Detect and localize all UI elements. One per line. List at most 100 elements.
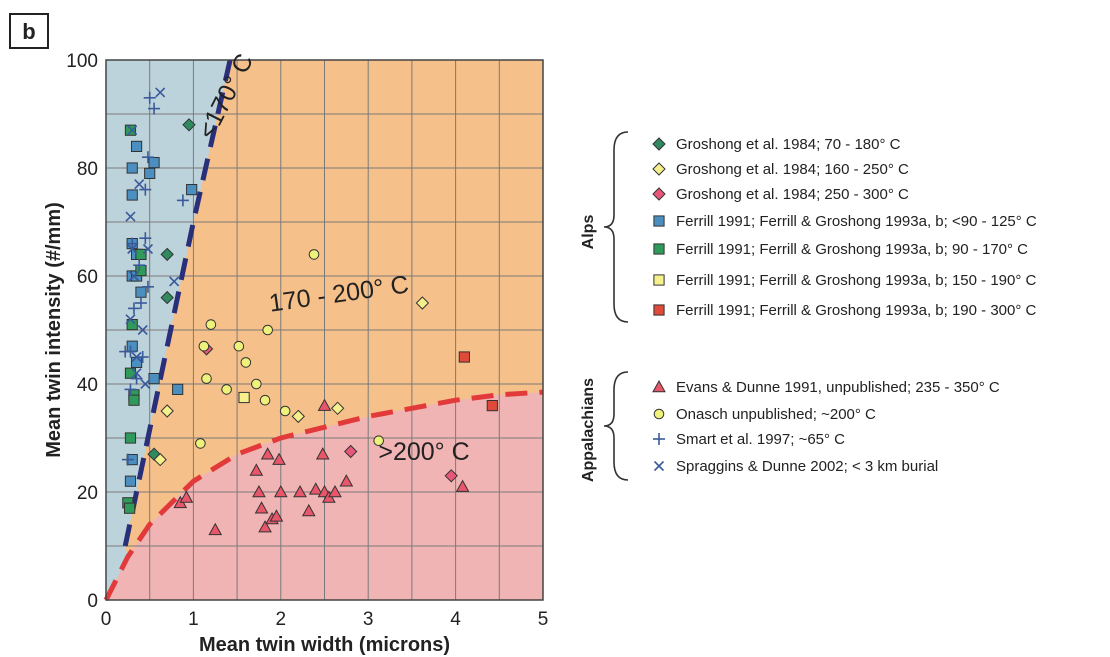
data-point [258,520,272,533]
data-point [291,409,305,424]
data-point [126,237,139,250]
data-point [140,378,151,390]
data-point [135,248,147,261]
legend-label: Ferrill 1991; Ferrill & Groshong 1993a, … [676,302,1037,319]
data-point [252,484,266,498]
legend-marker-icon [653,215,665,227]
x-tick-label: 4 [450,609,461,630]
legend-entry: Groshong et al. 1984; 160 - 250° C [652,161,909,178]
x-tick-label: 2 [276,609,287,630]
data-point [169,276,180,287]
data-point [131,368,142,379]
data-point [141,280,154,293]
data-point [148,373,160,385]
legend-entry: Ferrill 1991; Ferrill & Groshong 1993a, … [653,302,1037,319]
y-tick-label: 0 [87,591,98,612]
series-10 [119,91,189,466]
alps-brace [603,131,629,323]
data-point [251,378,262,390]
data-point [148,157,160,169]
legend-entry: Evans & Dunne 1991, unpublished; 235 - 3… [652,379,1000,396]
data-point [128,394,140,406]
legend-label: Ferrill 1991; Ferrill & Groshong 1993a, … [676,241,1028,258]
legend-entry: Spraggins & Dunne 2002; < 3 km burial [653,458,938,475]
data-point [139,183,152,196]
appalachians-brace [603,371,629,481]
data-point [308,482,323,495]
data-point [144,167,156,180]
data-point [134,297,147,309]
plot-frame [105,59,544,601]
series-11 [125,87,180,390]
region-label-above-200: >200° C [378,438,469,466]
data-point [153,452,167,467]
data-point [344,444,358,459]
y-tick-label: 60 [77,267,98,288]
data-point [126,189,138,201]
x-tick-label: 0 [101,609,112,630]
data-point [126,162,138,174]
series-8 [173,398,470,536]
data-point [155,87,166,98]
group-label-alps: Alps [580,215,597,250]
legend-entry: Groshong et al. 1984; 70 - 180° C [652,136,901,153]
data-point [121,453,134,466]
data-point [273,484,288,498]
data-point [279,405,291,417]
data-point [486,400,498,412]
data-point [415,296,430,310]
legend-marker-icon [653,433,665,445]
x-tick-label: 3 [363,609,374,630]
data-point [205,319,217,330]
data-point [124,475,137,487]
legend-label: Evans & Dunne 1991, unpublished; 235 - 3… [676,379,1000,396]
series-3 [199,342,458,483]
data-point [126,340,138,352]
data-point [444,469,458,483]
data-point [127,302,140,315]
legend-entry: Onasch unpublished; ~200° C [653,406,876,423]
panel-letter-box: b [9,13,49,49]
data-point [179,490,194,503]
series-5 [122,124,147,514]
axis-ticks: 0 1 2 3 4 5 0 20 40 60 80 100 [66,51,548,630]
legend-label: Ferrill 1991; Ferrill & Groshong 1993a, … [676,213,1037,230]
data-point [198,340,210,352]
data-point [131,351,142,363]
data-point [137,324,148,336]
y-tick-label: 80 [77,159,98,180]
group-label-appalachians: Appalachians [580,378,597,482]
y-tick-label: 40 [77,375,98,396]
data-point [130,140,143,153]
legend-label: Groshong et al. 1984; 70 - 180° C [676,136,901,153]
panel-letter: b [22,19,35,44]
data-point [272,452,286,465]
data-point [126,319,138,331]
data-points [119,87,498,536]
data-point [249,463,264,476]
legend-marker-icon [653,274,665,286]
data-point [455,479,470,492]
legend-marker-icon [653,304,665,316]
legend-label: Ferrill 1991; Ferrill & Groshong 1993a, … [676,272,1037,289]
legend-entry: Smart et al. 1997; ~65° C [653,431,845,448]
data-point [240,357,252,368]
legend-label: Groshong et al. 1984; 250 - 300° C [676,186,909,203]
legend-marker-icon [652,162,666,176]
data-point [186,184,198,196]
data-point [317,398,332,411]
series-6 [238,391,250,404]
data-point [130,356,143,368]
data-point [143,91,156,104]
data-point [125,314,136,325]
data-point [125,211,136,222]
data-point [308,249,320,260]
data-point [238,391,250,404]
boundary-170-line [122,59,233,547]
boundary-200-line [103,389,544,602]
legend-entry: Groshong et al. 1984; 250 - 300° C [652,186,909,203]
data-point [269,509,284,522]
data-point [195,438,206,449]
data-point [135,286,147,298]
